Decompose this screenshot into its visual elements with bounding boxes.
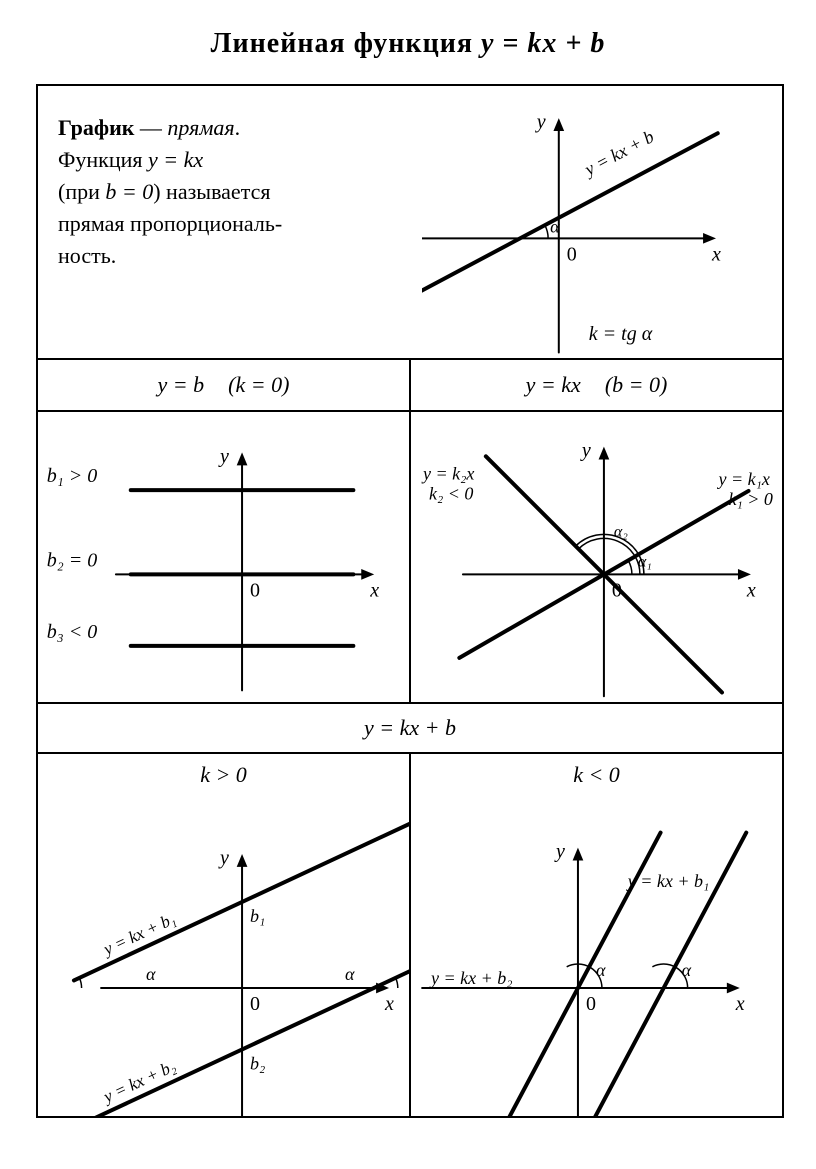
row3-sub-headers: k > 0 k < 0 — [38, 754, 782, 796]
svg-text:0: 0 — [250, 993, 260, 1015]
svg-text:y: y — [554, 841, 565, 863]
svg-text:x: x — [746, 579, 756, 601]
def-l3a: (при — [58, 179, 105, 204]
svg-text:0: 0 — [586, 993, 596, 1015]
svg-text:k₁ > 0: k₁ > 0 — [729, 489, 773, 509]
row3-graphs: xy0y = kx + b₁b₁y = kx + b₂b₂αα xy0ααy =… — [38, 796, 782, 1116]
definition-text: График — прямая. Функция y = kx (при b =… — [38, 86, 422, 358]
def-l3c: ) называется — [153, 179, 270, 204]
page-title: Линейная функция y = kx + b — [0, 28, 816, 60]
svg-text:α: α — [682, 960, 692, 980]
row1-graph: xy0αy = kx + bk = tg α — [422, 86, 782, 358]
svg-text:y: y — [580, 440, 591, 462]
row3-left-header: k > 0 — [38, 754, 411, 796]
svg-text:y = k₁x: y = k₁x — [717, 469, 770, 489]
row3-left-graph: xy0y = kx + b₁b₁y = kx + b₂b₂αα — [38, 796, 411, 1116]
def-l1c: прямая — [167, 115, 234, 140]
svg-text:x: x — [369, 579, 379, 601]
svg-text:b₁ > 0: b₁ > 0 — [47, 465, 97, 487]
def-l1b: — — [134, 115, 167, 140]
svg-text:y = kx + b₂: y = kx + b₂ — [429, 968, 513, 988]
svg-text:b₃ < 0: b₃ < 0 — [47, 621, 97, 643]
def-l1a: График — [58, 115, 134, 140]
svg-text:α₂: α₂ — [614, 523, 628, 540]
def-l4: прямая пропорциональ- — [58, 211, 282, 236]
row3-right-header: k < 0 — [411, 754, 782, 796]
svg-text:x: x — [735, 993, 745, 1015]
svg-text:y: y — [535, 111, 546, 133]
page: Линейная функция y = kx + b График — пря… — [0, 0, 816, 1169]
title-eq: y = kx + b — [481, 28, 605, 59]
svg-text:b₁: b₁ — [250, 906, 265, 926]
row2-right-header: y = kx (b = 0) — [411, 360, 782, 410]
svg-text:x: x — [711, 243, 721, 265]
r3sh: y = kx + b — [364, 715, 456, 741]
svg-text:k = tg α: k = tg α — [589, 323, 653, 345]
svg-text:α: α — [596, 960, 606, 980]
svg-text:0: 0 — [250, 579, 260, 601]
row2-headers: y = b (k = 0) y = kx (b = 0) — [38, 360, 782, 412]
svg-text:k₂ < 0: k₂ < 0 — [429, 483, 473, 503]
svg-text:α₁: α₁ — [638, 553, 652, 570]
r2lh-eq: y = b — [158, 372, 205, 398]
svg-text:α: α — [345, 964, 355, 984]
row2-left-header: y = b (k = 0) — [38, 360, 411, 410]
r2rh-eq: y = kx — [526, 372, 581, 398]
def-l5: ность. — [58, 243, 116, 268]
row2-graphs: x y 0 b₁ > 0 b₂ = 0 b₃ < 0 x y 0 α₁ α₂ y = k₁xk₁ >… — [38, 412, 782, 704]
def-l3b: b = 0 — [105, 179, 153, 204]
svg-text:y = kx + b₁: y = kx + b₁ — [626, 871, 710, 891]
svg-text:α: α — [550, 216, 560, 236]
svg-text:α: α — [146, 964, 156, 984]
r2rh-cond: (b = 0) — [605, 372, 668, 398]
def-l2b: y = kx — [148, 147, 203, 172]
svg-text:0: 0 — [567, 243, 577, 265]
svg-text:y = k₂x: y = k₂x — [421, 463, 474, 483]
table-grid: График — прямая. Функция y = kx (при b =… — [36, 84, 784, 1118]
row3-right-graph: xy0ααy = kx + b₁y = kx + b₂ — [411, 796, 782, 1116]
svg-text:b₂ = 0: b₂ = 0 — [47, 549, 97, 571]
svg-text:y: y — [218, 445, 229, 467]
row3-span-header: y = kx + b — [38, 704, 782, 754]
r3lh: k > 0 — [200, 762, 247, 788]
title-prefix: Линейная функция — [211, 28, 481, 59]
row2-left-graph: x y 0 b₁ > 0 b₂ = 0 b₃ < 0 — [38, 412, 411, 702]
def-l2a: Функция — [58, 147, 148, 172]
r2lh-cond: (k = 0) — [228, 372, 289, 398]
svg-text:b₂: b₂ — [250, 1053, 265, 1073]
def-l1d: . — [235, 115, 241, 140]
row-1: График — прямая. Функция y = kx (при b =… — [38, 86, 782, 360]
svg-text:y: y — [218, 847, 229, 869]
r3rh: k < 0 — [573, 762, 620, 788]
row2-right-graph: xy0α₁α₂y = k₁xk₁ > 0y = k₂xk₂ < 0 — [411, 412, 782, 702]
svg-text:x: x — [384, 993, 394, 1015]
